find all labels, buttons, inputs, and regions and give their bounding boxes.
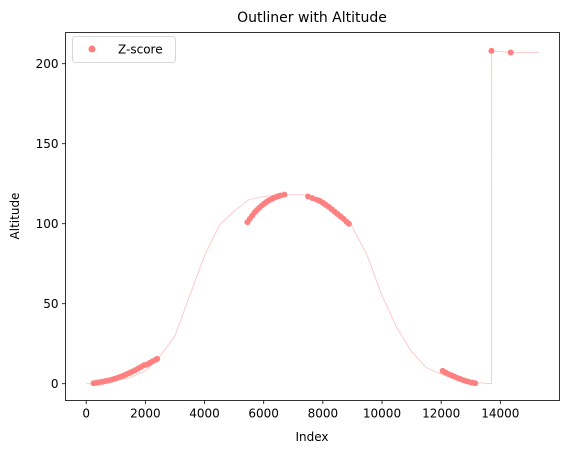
x-tick-label: 2000 [130,407,161,421]
point-layer [90,47,514,387]
x-tick-label: 10000 [363,407,401,421]
x-axis: 0 2000 4000 6000 8000 10000 12000 14000 [82,400,519,421]
data-point [345,220,352,227]
data-point [154,355,161,362]
y-axis-label: Altitude [8,193,22,240]
data-point [281,191,288,198]
data-point [488,47,495,54]
legend: Z-score [72,36,176,63]
chart-title: Outliner with Altitude [237,10,387,26]
plot-frame [65,32,560,401]
line-layer [86,50,539,385]
y-tick-label: 50 [43,297,58,311]
legend-label: Z-score [118,43,163,57]
legend-box [72,36,176,63]
x-tick-label: 12000 [422,407,460,421]
y-tick-label: 0 [51,377,59,391]
y-tick-label: 150 [36,137,59,151]
x-tick-label: 6000 [248,407,279,421]
y-tick-label: 100 [36,217,59,231]
x-tick-label: 8000 [308,407,339,421]
legend-marker [88,45,96,53]
y-axis: 0 50 100 150 200 [36,57,66,391]
x-axis-label: Index [295,430,328,444]
data-point [507,49,514,56]
altitude-line [86,50,539,385]
plot-area [65,32,560,401]
data-point [472,380,479,387]
x-tick-label: 14000 [481,407,519,421]
y-tick-label: 200 [36,57,59,71]
x-tick-label: 0 [82,407,90,421]
x-tick-label: 4000 [189,407,220,421]
